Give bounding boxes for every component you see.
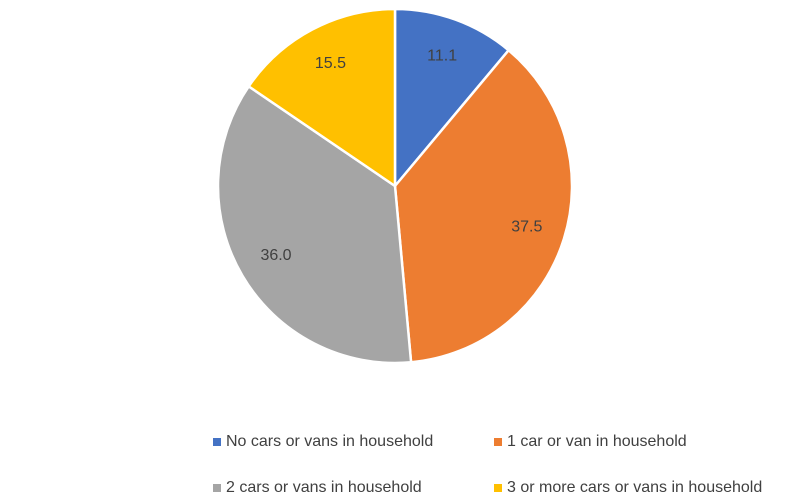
legend-label: 1 car or van in household xyxy=(507,433,687,450)
pie-slice xyxy=(393,48,574,364)
data-label: 11.1 xyxy=(427,47,457,64)
data-label: 37.5 xyxy=(511,218,542,235)
pie-slice xyxy=(246,7,397,189)
pie-slice xyxy=(393,7,511,190)
legend-label: No cars or vans in household xyxy=(226,433,433,450)
legend-label: 3 or more cars or vans in household xyxy=(507,479,762,496)
legend-label: 2 cars or vans in household xyxy=(226,479,422,496)
data-label: 15.5 xyxy=(315,55,346,72)
legend-marker xyxy=(494,438,502,446)
data-label: 36.0 xyxy=(260,247,291,264)
pie-slice xyxy=(216,84,413,365)
legend-marker xyxy=(213,484,221,492)
legend-marker xyxy=(494,484,502,492)
legend-marker xyxy=(213,438,221,446)
